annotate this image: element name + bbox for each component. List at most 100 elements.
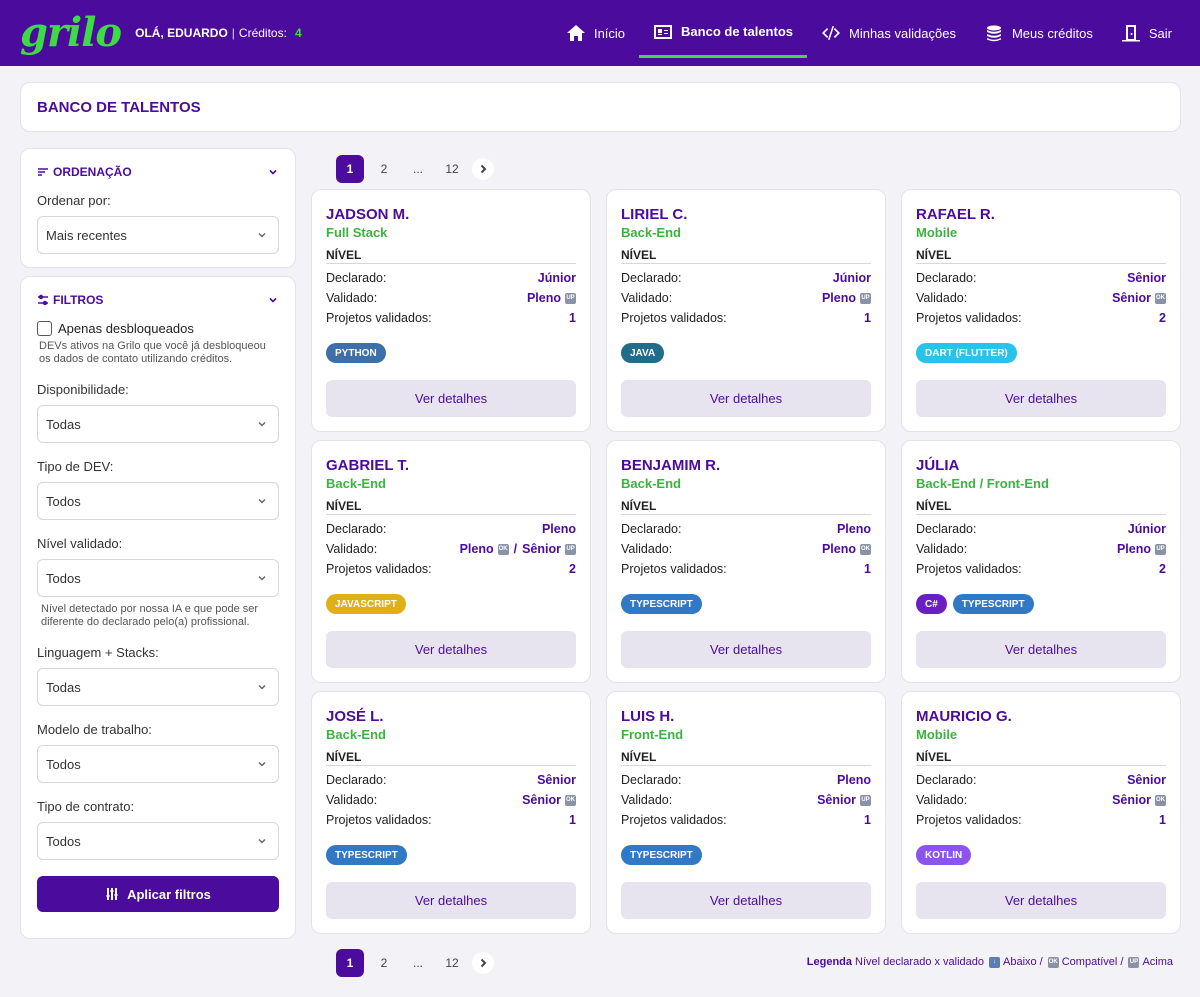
- projects-count: 1: [864, 562, 871, 576]
- projects-label: Projetos validados:: [916, 311, 1022, 325]
- next-page-button[interactable]: [472, 158, 494, 180]
- view-details-button[interactable]: Ver detalhes: [916, 631, 1166, 668]
- page-1-button[interactable]: 1: [336, 949, 364, 977]
- talent-role: Back-End: [326, 476, 386, 491]
- projects-row: Projetos validados: 1: [326, 810, 576, 830]
- chevron-down-icon[interactable]: [267, 294, 279, 306]
- stack-tags: TYPESCRIPT: [621, 845, 871, 865]
- level-badge-icon: OK: [565, 794, 576, 806]
- declared-label: Declarado:: [621, 522, 682, 536]
- level-badge-icon: OK: [1155, 292, 1166, 304]
- nivel-heading: NÍVEL: [916, 499, 1166, 515]
- stack-tags: TYPESCRIPT: [621, 594, 871, 614]
- view-details-button[interactable]: Ver detalhes: [916, 882, 1166, 919]
- declared-label: Declarado:: [621, 773, 682, 787]
- view-details-button[interactable]: Ver detalhes: [326, 882, 576, 919]
- validated-level: Pleno: [459, 542, 494, 556]
- only-unlocked-label: Apenas desbloqueados: [58, 321, 194, 336]
- declared-level: Sênior: [1127, 271, 1166, 285]
- next-page-button[interactable]: [472, 952, 494, 974]
- grilo-logo[interactable]: grilo: [20, 9, 122, 56]
- talent-role: Back-End: [621, 225, 681, 240]
- stack-tags: C# TYPESCRIPT: [916, 594, 1166, 614]
- validated-row: Validado: Sênior OK: [916, 790, 1166, 810]
- talent-role: Back-End: [326, 727, 386, 742]
- page-12-button[interactable]: 12: [445, 956, 459, 970]
- legend-above: Acima: [1142, 956, 1173, 968]
- nav-banco-de-talentos[interactable]: Banco de talentos: [639, 8, 807, 58]
- legend-below: Abaixo: [1003, 956, 1037, 968]
- credits-value: 4: [294, 26, 302, 40]
- talent-name: BENJAMIM R.: [621, 457, 721, 474]
- declared-label: Declarado:: [621, 271, 682, 285]
- view-details-button[interactable]: Ver detalhes: [621, 380, 871, 417]
- page-1-button[interactable]: 1: [336, 155, 364, 183]
- talent-name: JOSÉ L.: [326, 708, 384, 725]
- declared-level: Júnior: [832, 271, 871, 285]
- only-unlocked-row[interactable]: Apenas desbloqueados: [37, 321, 279, 336]
- up-badge-icon: UP: [1128, 956, 1140, 968]
- contract-select[interactable]: Todos: [37, 822, 279, 860]
- projects-row: Projetos validados: 1: [621, 559, 871, 579]
- stack-tags: KOTLIN: [916, 845, 1166, 865]
- stack-tag: JAVA: [621, 343, 665, 363]
- page-12-button[interactable]: 12: [445, 162, 459, 176]
- sort-header[interactable]: ORDENAÇÃO: [37, 165, 279, 179]
- validated-level: Pleno: [526, 291, 561, 305]
- nav-banco-label: Banco de talentos: [681, 24, 793, 39]
- chevron-down-icon[interactable]: [267, 166, 279, 178]
- nav-meus-creditos[interactable]: Meus créditos: [970, 0, 1107, 66]
- validated-level: Sênior: [1112, 793, 1151, 807]
- stacks-label: Linguagem + Stacks:: [37, 645, 159, 660]
- filters-title: FILTROS: [53, 293, 104, 307]
- view-details-button[interactable]: Ver detalhes: [621, 631, 871, 668]
- declared-row: Declarado: Pleno: [621, 519, 871, 539]
- nav-minhas-validacoes[interactable]: Minhas validações: [807, 0, 970, 66]
- stack-tags: JAVASCRIPT: [326, 594, 576, 614]
- projects-row: Projetos validados: 2: [326, 559, 576, 579]
- availability-select[interactable]: Todas: [37, 405, 279, 443]
- nav-inicio[interactable]: Início: [552, 0, 639, 66]
- page-2-button[interactable]: 2: [380, 956, 388, 970]
- dev-type-select[interactable]: Todos: [37, 482, 279, 520]
- level-badge-icon: UP: [565, 543, 576, 555]
- declared-label: Declarado:: [326, 522, 387, 536]
- only-unlocked-checkbox[interactable]: [37, 321, 52, 336]
- talent-card: LUIS H. Front-End NÍVEL Declarado: Pleno Vali…: [606, 691, 886, 934]
- view-details-button[interactable]: Ver detalhes: [326, 631, 576, 668]
- projects-label: Projetos validados:: [326, 562, 432, 576]
- stack-tags: TYPESCRIPT: [326, 845, 576, 865]
- filters-header[interactable]: FILTROS: [37, 293, 279, 307]
- chevron-down-icon: [258, 761, 266, 767]
- view-details-button[interactable]: Ver detalhes: [621, 882, 871, 919]
- view-details-button[interactable]: Ver detalhes: [326, 380, 576, 417]
- stack-tag: PYTHON: [326, 343, 386, 363]
- level-badge-icon: UP: [1155, 543, 1166, 555]
- nav-sair[interactable]: Sair: [1107, 0, 1186, 66]
- sort-select[interactable]: Mais recentes: [37, 216, 279, 254]
- validated-label: Validado:: [326, 542, 378, 556]
- legend-text: Nível declarado x validado: [855, 956, 985, 968]
- work-model-select[interactable]: Todos: [37, 745, 279, 783]
- stacks-value: Todas: [46, 679, 81, 695]
- declared-label: Declarado:: [326, 271, 387, 285]
- stacks-select[interactable]: Todas: [37, 668, 279, 706]
- stack-tags: JAVA: [621, 343, 871, 363]
- talent-role: Mobile: [916, 225, 958, 240]
- apply-filters-button[interactable]: Aplicar filtros: [37, 876, 279, 912]
- projects-label: Projetos validados:: [326, 813, 432, 827]
- sort-panel: ORDENAÇÃO Ordenar por: Mais recentes: [20, 148, 296, 268]
- page-2-button[interactable]: 2: [380, 162, 388, 176]
- declared-level: Pleno: [836, 522, 871, 536]
- validated-level: Sênior: [522, 793, 561, 807]
- talent-name: LUIS H.: [621, 708, 675, 725]
- dev-type-value: Todos: [46, 493, 81, 509]
- legend-compatible: Compatível: [1061, 956, 1118, 968]
- view-details-button[interactable]: Ver detalhes: [916, 380, 1166, 417]
- work-model-label: Modelo de trabalho:: [37, 722, 152, 737]
- validated-level-select[interactable]: Todos: [37, 559, 279, 597]
- declared-label: Declarado:: [916, 773, 977, 787]
- user-greeting: OLÁ, EDUARDO | Créditos: 4: [135, 26, 302, 40]
- declared-level: Júnior: [537, 271, 576, 285]
- talent-role: Back-End / Front-End: [916, 476, 1049, 491]
